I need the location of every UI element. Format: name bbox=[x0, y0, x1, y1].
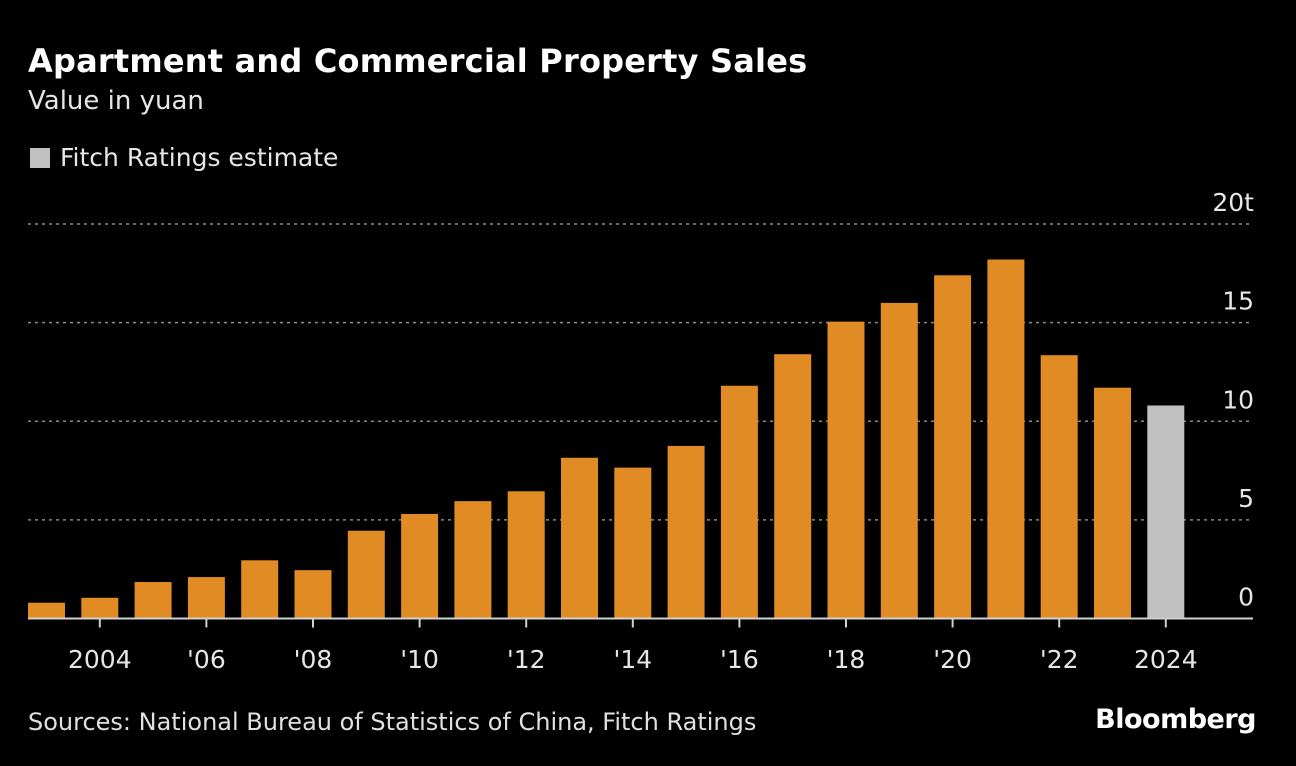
bar-2007 bbox=[241, 560, 279, 619]
bar-2022 bbox=[1040, 355, 1078, 619]
legend: Fitch Ratings estimate bbox=[30, 143, 338, 172]
x-tick-label: '16 bbox=[720, 645, 759, 674]
bar-2004 bbox=[81, 597, 119, 619]
y-tick-label: 5 bbox=[1238, 484, 1254, 513]
bar-2019 bbox=[880, 302, 918, 619]
x-tick-label: '08 bbox=[294, 645, 333, 674]
x-tick-label: 2024 bbox=[1134, 645, 1198, 674]
x-tick-label: '14 bbox=[613, 645, 652, 674]
bar-2023 bbox=[1094, 387, 1131, 619]
x-tick-label: '12 bbox=[507, 645, 546, 674]
bar-2012 bbox=[507, 491, 545, 619]
bar-2006 bbox=[187, 577, 225, 619]
bar-2010 bbox=[401, 513, 439, 619]
bar-2015 bbox=[667, 445, 705, 619]
x-tick-label: '18 bbox=[827, 645, 866, 674]
bar-2017 bbox=[774, 354, 812, 619]
bar-2016 bbox=[720, 385, 758, 619]
chart-subtitle: Value in yuan bbox=[28, 86, 204, 116]
bar-2005 bbox=[134, 582, 172, 619]
x-tick-label: 2004 bbox=[68, 645, 132, 674]
bar-2021 bbox=[987, 259, 1025, 619]
x-tick-label: '20 bbox=[933, 645, 972, 674]
bar-2020 bbox=[934, 275, 972, 619]
bar-2013 bbox=[561, 457, 598, 619]
x-tick-label: '06 bbox=[187, 645, 226, 674]
bloomberg-logo: Bloomberg bbox=[1095, 704, 1256, 735]
y-tick-label: 10 bbox=[1222, 385, 1254, 414]
legend-swatch-estimate bbox=[30, 147, 50, 168]
bar-2024 bbox=[1147, 405, 1185, 619]
y-tick-label: 0 bbox=[1238, 583, 1254, 612]
bar-2009 bbox=[347, 530, 385, 619]
bar-2011 bbox=[454, 501, 492, 619]
legend-label-estimate: Fitch Ratings estimate bbox=[60, 143, 339, 172]
bar-2008 bbox=[294, 570, 332, 619]
y-tick-label: 15 bbox=[1222, 287, 1254, 316]
chart-title: Apartment and Commercial Property Sales bbox=[28, 42, 808, 80]
bar-2018 bbox=[827, 321, 865, 619]
bar-2014 bbox=[614, 467, 652, 619]
y-tick-label: 20t bbox=[1212, 188, 1254, 217]
x-tick-label: '22 bbox=[1040, 645, 1079, 674]
x-tick-label: '10 bbox=[400, 645, 439, 674]
source-note: Sources: National Bureau of Statistics o… bbox=[28, 708, 757, 736]
bar-2003 bbox=[28, 602, 65, 619]
